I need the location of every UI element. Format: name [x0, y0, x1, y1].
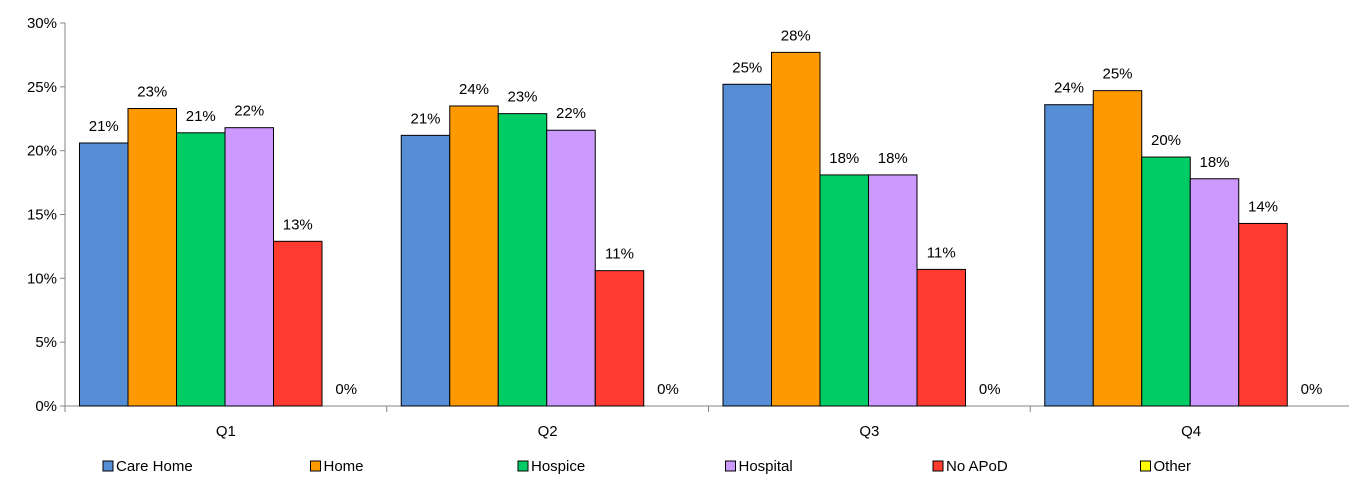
x-tick-label: Q4 [1181, 423, 1201, 440]
legend-swatch [310, 460, 321, 472]
data-label: 21% [89, 118, 119, 135]
legend-swatch [517, 460, 529, 472]
legend-swatch [102, 460, 114, 472]
bar [594, 270, 645, 407]
data-label: 23% [507, 89, 537, 106]
data-label: 18% [829, 150, 859, 167]
data-label: 14% [1248, 198, 1278, 215]
legend: Care Home Home Hospice Hospital No APoD Other [102, 458, 1192, 475]
data-label: 22% [556, 105, 586, 122]
bar [449, 105, 499, 407]
bar [497, 113, 548, 407]
x-tick-label: Q3 [859, 423, 879, 440]
bar [1141, 156, 1191, 407]
y-tick-label: 25% [27, 79, 57, 96]
bar [722, 83, 772, 407]
bar [176, 132, 226, 407]
bar [1044, 104, 1094, 407]
bar [400, 134, 451, 407]
legend-label: Hospital [739, 458, 793, 475]
x-tick-label: Q1 [216, 423, 236, 440]
bar [771, 51, 821, 407]
legend-label: Care Home [116, 458, 193, 475]
bar [819, 174, 869, 407]
bar [916, 268, 966, 407]
data-labels: 21% 23% 21% 22% 13% 0% 21% 24% 23% 22% 11% 0% 25% 28%… [89, 27, 1323, 398]
y-tick-label: 20% [27, 143, 57, 160]
data-label: 25% [732, 59, 762, 76]
y-tick-label: 30% [27, 15, 57, 32]
y-tick-label: 10% [27, 270, 57, 287]
y-tick-label: 15% [27, 207, 57, 224]
data-label: 24% [1054, 80, 1084, 97]
data-label: 21% [410, 110, 440, 127]
bar [79, 142, 129, 407]
y-axis: 0% 5% 10% 15% 20% 25% 30% [27, 15, 66, 415]
legend-swatch [932, 460, 944, 472]
bar [1189, 178, 1240, 407]
data-label: 0% [1301, 381, 1323, 398]
data-label: 0% [979, 381, 1001, 398]
bar [224, 127, 274, 407]
data-label: 0% [657, 381, 679, 398]
bar [868, 174, 918, 407]
data-label: 28% [781, 27, 811, 44]
data-label: 11% [927, 244, 956, 261]
x-axis: Q1 Q2 Q3 Q4 [64, 405, 1349, 440]
bar [1092, 90, 1143, 407]
x-tick-label: Q2 [538, 423, 558, 440]
y-tick-label: 5% [35, 334, 57, 351]
data-label: 25% [1102, 66, 1132, 83]
bar [546, 129, 596, 407]
y-tick-label: 0% [35, 398, 57, 415]
data-label: 18% [878, 150, 908, 167]
bar [273, 240, 323, 407]
legend-label: Hospice [531, 458, 585, 475]
data-label: 18% [1199, 154, 1229, 171]
data-label: 20% [1151, 132, 1181, 149]
bar [1238, 222, 1288, 407]
bar [127, 108, 177, 407]
legend-swatch [725, 460, 736, 472]
data-label: 11% [605, 246, 634, 263]
data-label: 23% [137, 84, 167, 101]
bars [79, 51, 1288, 407]
legend-label: Home [324, 458, 364, 475]
data-label: 13% [283, 216, 313, 233]
data-label: 21% [186, 108, 216, 125]
legend-label: Other [1154, 458, 1192, 475]
legend-label: No APoD [946, 458, 1008, 475]
data-label: 22% [234, 103, 264, 120]
data-label: 0% [335, 381, 357, 398]
legend-swatch [1140, 460, 1151, 472]
data-label: 24% [459, 81, 489, 98]
